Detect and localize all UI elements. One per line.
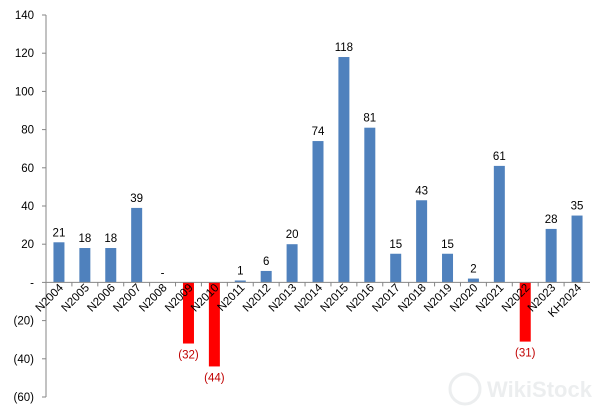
x-tick-label: N2006 — [85, 282, 117, 314]
bar — [131, 207, 143, 283]
watermark-logo: WikiStock — [448, 372, 593, 406]
data-label: - — [161, 267, 165, 279]
x-tick-label: N2013 — [267, 282, 299, 314]
x-tick-label: N2018 — [396, 282, 428, 314]
data-label: 2 — [470, 264, 476, 276]
x-tick-label: N2019 — [422, 282, 454, 314]
bar — [208, 282, 220, 367]
bar — [571, 215, 583, 283]
y-tick-label: 40 — [21, 201, 34, 213]
x-tick-label: N2020 — [448, 282, 480, 314]
bar — [467, 278, 479, 283]
bars — [53, 57, 583, 367]
y-axis: 140 120 100 80 60 40 20 - (20) (40) (60) — [14, 10, 47, 404]
data-label: 39 — [130, 193, 143, 205]
y-tick-label: 140 — [15, 10, 34, 22]
bar — [286, 244, 298, 283]
bar — [390, 253, 402, 283]
bar — [338, 57, 350, 283]
data-label: 28 — [545, 214, 558, 226]
bar — [364, 127, 376, 283]
y-tick-label: 80 — [21, 125, 34, 137]
bar — [53, 242, 65, 283]
data-labels: 21 18 18 39 - (32) (44) 1 6 20 74 118 81 15 43 15 2 61 (31… — [53, 42, 584, 384]
x-tick-label: N2004 — [34, 282, 67, 315]
data-label: 18 — [104, 233, 117, 245]
y-tick-label: 20 — [21, 239, 34, 251]
data-label: 21 — [53, 227, 66, 239]
bar — [182, 282, 194, 344]
data-label: 35 — [571, 201, 584, 213]
x-tick-label: N2016 — [344, 282, 376, 314]
bar — [79, 248, 91, 283]
y-tick-label: (20) — [14, 316, 35, 328]
bar — [519, 282, 531, 342]
x-tick-label: N2015 — [319, 282, 351, 314]
y-tick-label: 100 — [15, 86, 34, 98]
data-label: 18 — [78, 233, 91, 245]
bar — [416, 200, 428, 283]
data-label: 15 — [441, 239, 454, 251]
data-label: 6 — [263, 256, 269, 268]
y-tick-label: (60) — [14, 392, 35, 404]
data-label: (32) — [178, 350, 199, 362]
x-tick-label: N2021 — [474, 282, 506, 314]
x-axis: N2004N2005N2006N2007N2008N2009N2010N2011… — [34, 282, 590, 320]
data-label: 118 — [335, 42, 353, 54]
y-tick-label: - — [30, 277, 34, 289]
data-label: 43 — [415, 185, 428, 197]
data-label: 15 — [389, 239, 402, 251]
y-tick-label: (40) — [14, 354, 35, 366]
bar — [260, 270, 272, 283]
x-tick-label: N2014 — [293, 282, 326, 315]
x-tick-label: N2017 — [370, 282, 402, 314]
data-label: (31) — [515, 348, 536, 360]
bar — [493, 165, 505, 283]
bar — [105, 248, 117, 283]
y-tick-label: 60 — [21, 163, 34, 175]
x-tick-label: N2007 — [111, 282, 143, 314]
y-tick-label: 120 — [15, 48, 34, 60]
data-label: (44) — [204, 372, 225, 384]
data-label: 81 — [363, 113, 376, 125]
bar — [312, 141, 324, 283]
bar — [234, 280, 246, 283]
data-label: 61 — [493, 151, 506, 163]
bar — [545, 228, 557, 283]
watermark-text: WikiStock — [487, 377, 593, 402]
data-label: 74 — [312, 126, 325, 138]
data-label: 20 — [286, 229, 299, 241]
x-tick-label: N2012 — [241, 282, 273, 314]
x-tick-label: N2005 — [60, 282, 92, 314]
x-tick-label: N2008 — [137, 282, 169, 314]
data-label: 1 — [237, 265, 243, 277]
bar — [442, 253, 454, 283]
watermark-icon — [448, 372, 482, 406]
